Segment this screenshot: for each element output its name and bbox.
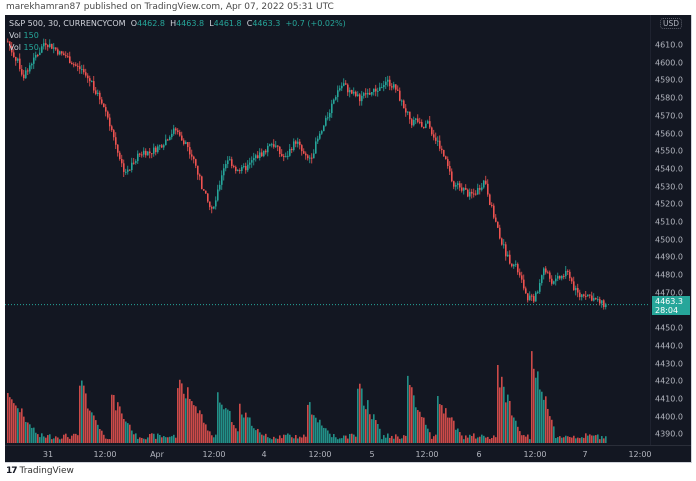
last-price: 4463.3 (655, 296, 683, 306)
time-tick: 12:00 (308, 450, 332, 459)
price-tick: 4510.0 (655, 217, 683, 227)
price-tick: 4500.0 (655, 235, 683, 245)
price-tick: 4470.0 (655, 288, 683, 298)
price-tick: 4580.0 (655, 93, 683, 103)
chart-legend: S&P 500, 30, CURRENCYCOM O4462.8 H4463.8… (9, 19, 346, 52)
price-tick: 4600.0 (655, 58, 683, 68)
price-tick: 4540.0 (655, 164, 683, 174)
brand-name: TradingView (19, 466, 74, 476)
chart-frame: S&P 500, 30, CURRENCYCOM O4462.8 H4463.8… (5, 15, 692, 463)
time-tick: 12:00 (93, 450, 117, 459)
price-tick: 4390.0 (655, 429, 683, 439)
price-tick: 4550.0 (655, 146, 683, 156)
time-tick: 12:00 (415, 450, 439, 459)
low-value: 4461.8 (213, 19, 242, 28)
time-tick: 5 (369, 450, 375, 459)
time-tick: 4 (261, 450, 267, 459)
price-tick: 4400.0 (655, 412, 683, 422)
time-tick: 12:00 (523, 450, 547, 459)
price-tick: 4610.0 (655, 40, 683, 50)
price-tick: 4450.0 (655, 323, 683, 333)
price-tick: 4480.0 (655, 270, 683, 280)
price-tick: 4570.0 (655, 111, 683, 121)
volume-value: 150 (23, 31, 39, 40)
time-tick: 31 (42, 450, 54, 459)
price-tick: 4490.0 (655, 252, 683, 262)
price-tick: 4420.0 (655, 376, 683, 386)
volume-legend-row[interactable]: Vol 150 (9, 31, 39, 40)
volume-value-2: 150 (23, 43, 39, 52)
chart-plot-area[interactable]: S&P 500, 30, CURRENCYCOM O4462.8 H4463.8… (5, 15, 650, 445)
time-axis[interactable]: 31 12:00 Apr 12:00 4 12:00 5 12:00 6 12:00 7 12:00 (5, 445, 691, 463)
price-axis[interactable]: USD 4463.3 28:04 4610.0 4600.0 4590.0 4580.… (650, 15, 692, 445)
price-tick: 4530.0 (655, 182, 683, 192)
tradingview-logo-icon: 17 (6, 466, 17, 476)
change-value: +0.7 (+0.02%) (285, 19, 346, 28)
bar-countdown: 28:04 (655, 305, 679, 315)
last-price-badge: 4463.3 28:04 (652, 295, 690, 315)
price-tick: 4430.0 (655, 359, 683, 369)
time-tick: Apr (150, 450, 164, 459)
price-tick: 4410.0 (655, 394, 683, 404)
publisher-line: marekhamran87 published on TradingView.c… (6, 2, 334, 12)
symbol-label[interactable]: S&P 500, 30, CURRENCYCOM (9, 19, 126, 28)
price-tick: 4590.0 (655, 75, 683, 85)
price-tick: 4560.0 (655, 129, 683, 138)
footer: 17 TradingView (6, 466, 74, 476)
time-tick: 6 (476, 450, 482, 459)
time-tick: 7 (582, 450, 588, 459)
time-tick: 12:00 (628, 450, 652, 459)
currency-label[interactable]: USD (660, 18, 683, 29)
high-value: 4463.8 (176, 19, 205, 28)
open-value: 4462.8 (136, 19, 165, 28)
volume-legend-row-2[interactable]: Vol 150 (9, 43, 39, 52)
candlestick-chart (5, 38, 650, 443)
time-tick: 12:00 (202, 450, 226, 459)
close-value: 4463.3 (252, 19, 281, 28)
price-tick: 4520.0 (655, 199, 683, 209)
price-tick: 4440.0 (655, 341, 683, 351)
